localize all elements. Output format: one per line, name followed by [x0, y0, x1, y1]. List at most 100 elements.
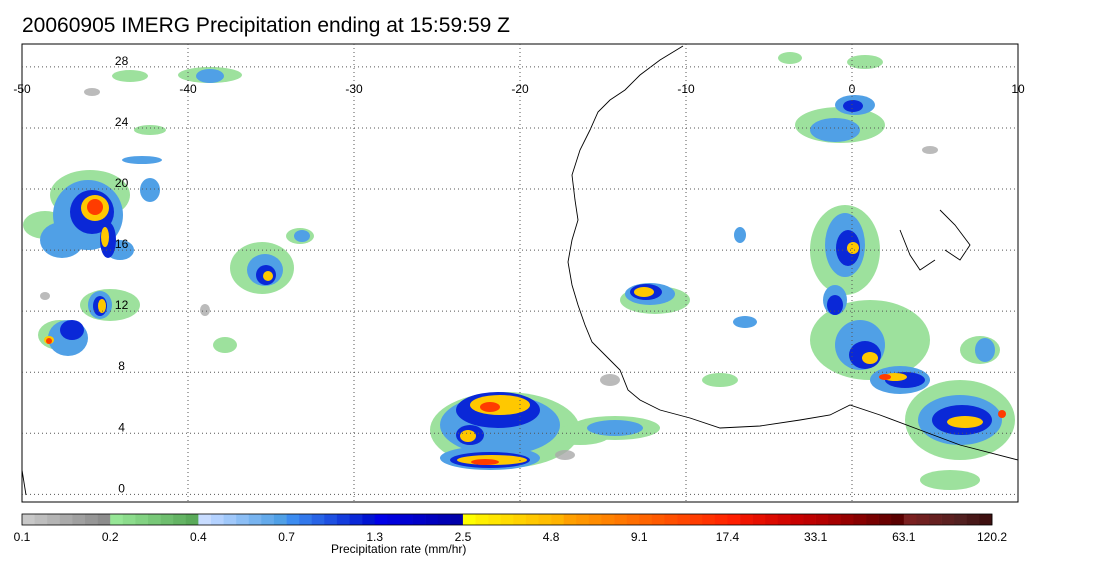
colorbar-swatch: [828, 514, 842, 525]
lat-tick-label: 8: [118, 359, 125, 373]
colorbar-swatch: [891, 514, 905, 525]
lat-tick-label: 12: [115, 298, 129, 312]
colorbar-swatch: [47, 514, 61, 525]
colorbar-swatch: [462, 514, 476, 525]
colorbar-swatch: [790, 514, 804, 525]
colorbar-title: Precipitation rate (mm/hr): [331, 542, 467, 556]
colorbar-swatch: [198, 514, 212, 525]
colorbar-swatch: [59, 514, 73, 525]
colorbar-swatch: [286, 514, 300, 525]
colorbar-swatch: [374, 514, 388, 525]
colorbar-swatch: [475, 514, 489, 525]
colorbar-swatch: [84, 514, 98, 525]
colorbar-swatch: [349, 514, 363, 525]
colorbar-swatch: [651, 514, 665, 525]
colorbar-swatch: [626, 514, 640, 525]
colorbar-swatch: [299, 514, 313, 525]
lon-tick-label: 0: [849, 82, 856, 96]
colorbar-swatch: [437, 514, 451, 525]
colorbar-swatch: [336, 514, 350, 525]
colorbar-swatch: [210, 514, 224, 525]
colorbar-swatch: [702, 514, 716, 525]
colorbar-swatch: [412, 514, 426, 525]
colorbar-swatch: [740, 514, 753, 525]
colorbar-tick-label: 0.2: [102, 530, 119, 544]
lon-tick-label: -20: [511, 82, 529, 96]
colorbar-swatch: [714, 514, 728, 525]
lon-tick-label: 10: [1011, 82, 1025, 96]
colorbar-swatch: [941, 514, 955, 525]
colorbar-swatch: [273, 514, 287, 525]
colorbar-swatch: [362, 514, 376, 525]
colorbar-swatch: [966, 514, 980, 525]
colorbar-tick-labels: 0.1 0.2 0.4 0.7 1.3 2.5 4.8 9.1 17.4 33.1 63.1 120.…: [14, 530, 1008, 544]
colorbar-swatch: [122, 514, 136, 525]
colorbar-swatch: [903, 514, 917, 525]
colorbar-tick-label: 17.4: [716, 530, 740, 544]
precipitation-field: [23, 52, 1015, 490]
colorbar-swatch: [399, 514, 413, 525]
colorbar-swatch: [538, 514, 552, 525]
colorbar-swatch: [185, 514, 199, 525]
lat-tick-label: 28: [115, 54, 129, 68]
colorbar-tick-label: 0.1: [14, 530, 31, 544]
colorbar-swatch: [261, 514, 275, 525]
colorbar-swatch: [752, 514, 766, 525]
colorbar-swatch: [97, 514, 111, 525]
colorbar-swatch: [576, 514, 590, 525]
lon-tick-label: -30: [345, 82, 363, 96]
lat-tick-label: 16: [115, 237, 129, 251]
colorbar-swatch: [147, 514, 161, 525]
colorbar-swatch: [853, 514, 867, 525]
colorbar-swatch: [916, 514, 930, 525]
colorbar-swatch: [815, 514, 829, 525]
map-title: 20060905 IMERG Precipitation ending at 1…: [22, 14, 510, 37]
colorbar-tick-label: 4.8: [543, 530, 560, 544]
colorbar-swatch: [777, 514, 791, 525]
lat-tick-label: 20: [115, 176, 129, 190]
colorbar-swatch: [677, 514, 690, 525]
colorbar-swatch: [236, 514, 250, 525]
lat-tick-label: 24: [115, 115, 129, 129]
colorbar-swatch: [601, 514, 615, 525]
colorbar-swatch: [311, 514, 325, 525]
colorbar-tick-label: 33.1: [804, 530, 828, 544]
colorbar-tick-label: 2.5: [455, 530, 472, 544]
latitude-labels: 0 4 8 12 16 20 24 28: [115, 54, 129, 495]
colorbar-swatch: [488, 514, 501, 525]
colorbar-tick-label: 0.4: [190, 530, 207, 544]
colorbar-swatch: [72, 514, 86, 525]
colorbar-frame: [21, 513, 993, 526]
colorbar-swatch: [324, 514, 338, 525]
colorbar-tick-label: 1.3: [366, 530, 383, 544]
colorbar-swatch: [248, 514, 262, 525]
colorbar-swatch: [387, 514, 401, 525]
colorbar-swatch: [563, 514, 577, 525]
colorbar-swatch: [639, 514, 653, 525]
colorbar-swatch: [173, 514, 187, 525]
colorbar-swatch: [765, 514, 779, 525]
colorbar-swatch: [500, 514, 514, 525]
colorbar-swatch: [727, 514, 741, 525]
colorbar-swatch: [450, 514, 464, 525]
lat-tick-label: 4: [118, 420, 125, 434]
colorbar-swatch: [954, 514, 968, 525]
colorbar-tick-label: 9.1: [631, 530, 648, 544]
colorbar-swatch: [160, 514, 174, 525]
colorbar-swatch: [425, 514, 439, 525]
lon-tick-label: -50: [13, 82, 31, 96]
colorbar-swatch: [525, 514, 539, 525]
lon-tick-label: -40: [179, 82, 197, 96]
colorbar-tick-label: 63.1: [892, 530, 916, 544]
longitude-labels: -50 -40 -30 -20 -10 0 10: [13, 82, 1025, 96]
colorbar-swatch: [551, 514, 564, 525]
colorbar-swatch: [110, 514, 124, 525]
colorbar-swatch: [689, 514, 703, 525]
colorbar-swatch: [223, 514, 237, 525]
colorbar-swatch: [878, 514, 892, 525]
colorbar-swatch: [513, 514, 527, 525]
colorbar-swatch: [840, 514, 854, 525]
colorbar: [21, 513, 993, 526]
colorbar-swatch: [34, 514, 48, 525]
